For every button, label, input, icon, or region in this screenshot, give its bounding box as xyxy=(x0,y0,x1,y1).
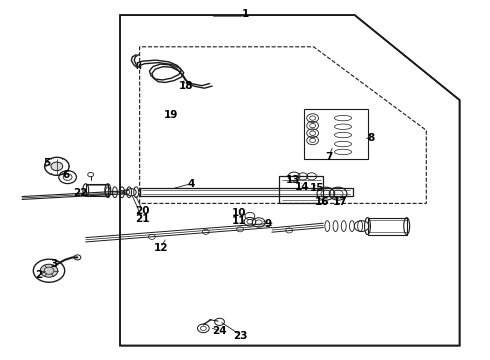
Text: 10: 10 xyxy=(232,208,246,218)
Text: 8: 8 xyxy=(368,132,375,143)
Text: 24: 24 xyxy=(212,326,227,336)
Text: 3: 3 xyxy=(50,258,57,269)
Text: 22: 22 xyxy=(74,188,88,198)
Polygon shape xyxy=(120,15,460,346)
Text: 14: 14 xyxy=(294,182,309,192)
Text: 23: 23 xyxy=(233,330,247,341)
Text: 20: 20 xyxy=(135,206,149,216)
Circle shape xyxy=(51,162,63,171)
Text: 12: 12 xyxy=(153,243,168,253)
Text: 9: 9 xyxy=(265,219,272,229)
Text: 13: 13 xyxy=(286,175,300,185)
Text: 19: 19 xyxy=(163,110,178,120)
Text: 17: 17 xyxy=(333,197,348,207)
Text: 21: 21 xyxy=(135,214,149,224)
Text: 16: 16 xyxy=(315,197,330,207)
Text: 5: 5 xyxy=(43,158,50,168)
Text: 2: 2 xyxy=(36,270,43,280)
Circle shape xyxy=(40,264,58,277)
Text: 18: 18 xyxy=(179,81,194,91)
Text: 6: 6 xyxy=(63,170,70,180)
Text: 1: 1 xyxy=(242,9,248,19)
Text: 15: 15 xyxy=(310,183,325,193)
Text: 4: 4 xyxy=(187,179,195,189)
Text: 7: 7 xyxy=(325,152,333,162)
Text: 11: 11 xyxy=(232,216,246,226)
